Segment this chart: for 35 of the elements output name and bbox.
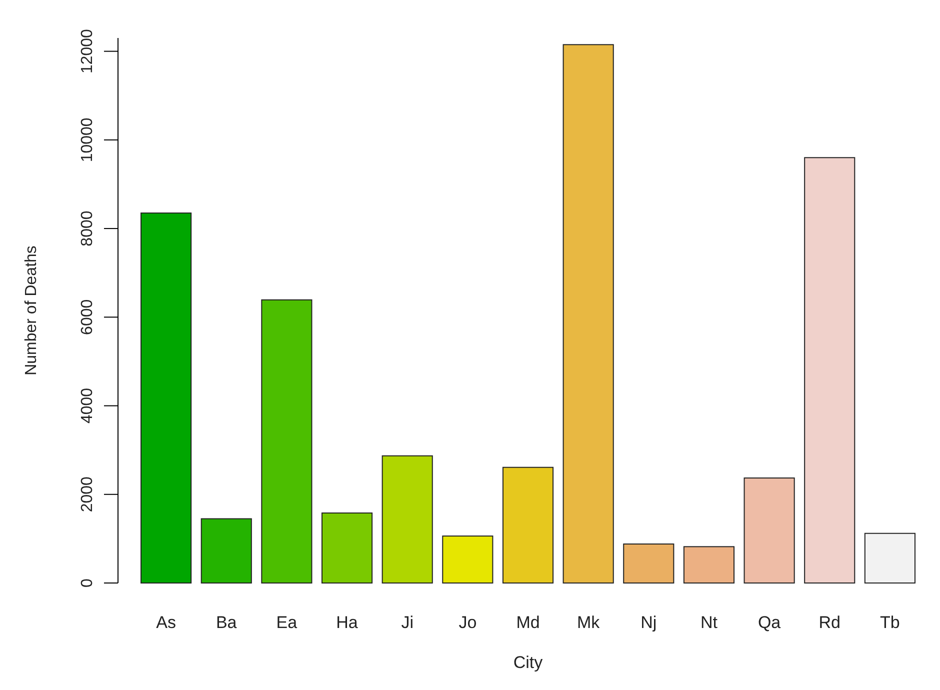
- bar: [200, 518, 252, 584]
- y-axis-title: Number of Deaths: [23, 246, 40, 376]
- y-tick-label: 0: [79, 578, 96, 588]
- y-tick-label: 8000: [79, 210, 96, 246]
- x-tick-label: Md: [516, 613, 540, 632]
- bar: [804, 157, 856, 584]
- y-tick-label: 12000: [79, 28, 96, 74]
- x-tick-label: Jo: [458, 613, 477, 632]
- x-axis-title: City: [513, 653, 544, 672]
- x-tick-label: As: [156, 613, 176, 632]
- bar: [623, 544, 674, 584]
- x-tick-label: Mk: [576, 613, 600, 632]
- x-tick-label: Tb: [880, 613, 900, 632]
- x-tick-label: Ea: [276, 613, 298, 632]
- x-tick-label: Nt: [700, 613, 718, 632]
- y-tick-label: 10000: [79, 118, 96, 162]
- x-tick-label: Ha: [336, 613, 358, 632]
- bar: [442, 536, 494, 584]
- bar: [382, 455, 433, 584]
- bar: [562, 44, 614, 584]
- bar: [261, 299, 312, 584]
- bar: [140, 212, 192, 584]
- bar: [321, 512, 373, 584]
- bar: [502, 466, 554, 584]
- x-tick-label: Rd: [818, 613, 840, 632]
- y-tick-label: 2000: [79, 476, 96, 512]
- bar: [744, 477, 795, 584]
- bar: [683, 546, 735, 584]
- bar: [864, 532, 916, 584]
- y-tick-label: 4000: [79, 388, 96, 424]
- x-tick-label: Qa: [758, 613, 782, 632]
- x-tick-label: Ba: [216, 613, 238, 632]
- x-tick-label: Ji: [401, 613, 414, 632]
- x-tick-label: Nj: [640, 613, 657, 632]
- y-tick-label: 6000: [79, 299, 96, 335]
